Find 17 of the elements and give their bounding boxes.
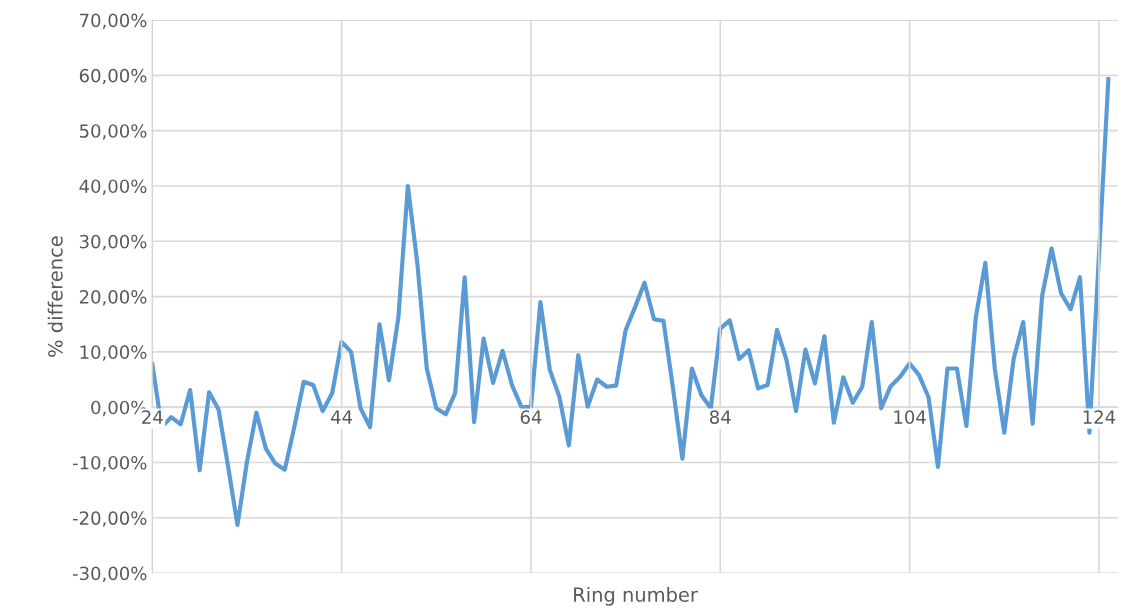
x-tick-label: 44 bbox=[331, 410, 353, 424]
y-tick-label: -10,00% bbox=[72, 455, 147, 472]
y-tick-label: 40,00% bbox=[79, 179, 147, 195]
y-tick-label: 30,00% bbox=[79, 234, 147, 251]
x-tick-label: 104 bbox=[894, 410, 926, 424]
y-tick-label: -30,00% bbox=[72, 566, 147, 583]
x-tick-label: 124 bbox=[1083, 410, 1116, 424]
y-tick-label: -20,00% bbox=[72, 511, 147, 527]
y-axis-title: % difference bbox=[47, 236, 63, 357]
y-tick-label: 20,00% bbox=[79, 290, 147, 306]
x-tick-label: 84 bbox=[710, 410, 731, 424]
y-tick-label: 10,00% bbox=[80, 345, 147, 361]
y-tick-label: 70,00% bbox=[80, 13, 147, 30]
x-tick-label: 64 bbox=[520, 410, 542, 424]
y-tick-label: 50,00% bbox=[79, 124, 147, 140]
y-tick-label: 60,00% bbox=[79, 68, 147, 85]
x-axis-title: Ring number bbox=[574, 586, 698, 606]
